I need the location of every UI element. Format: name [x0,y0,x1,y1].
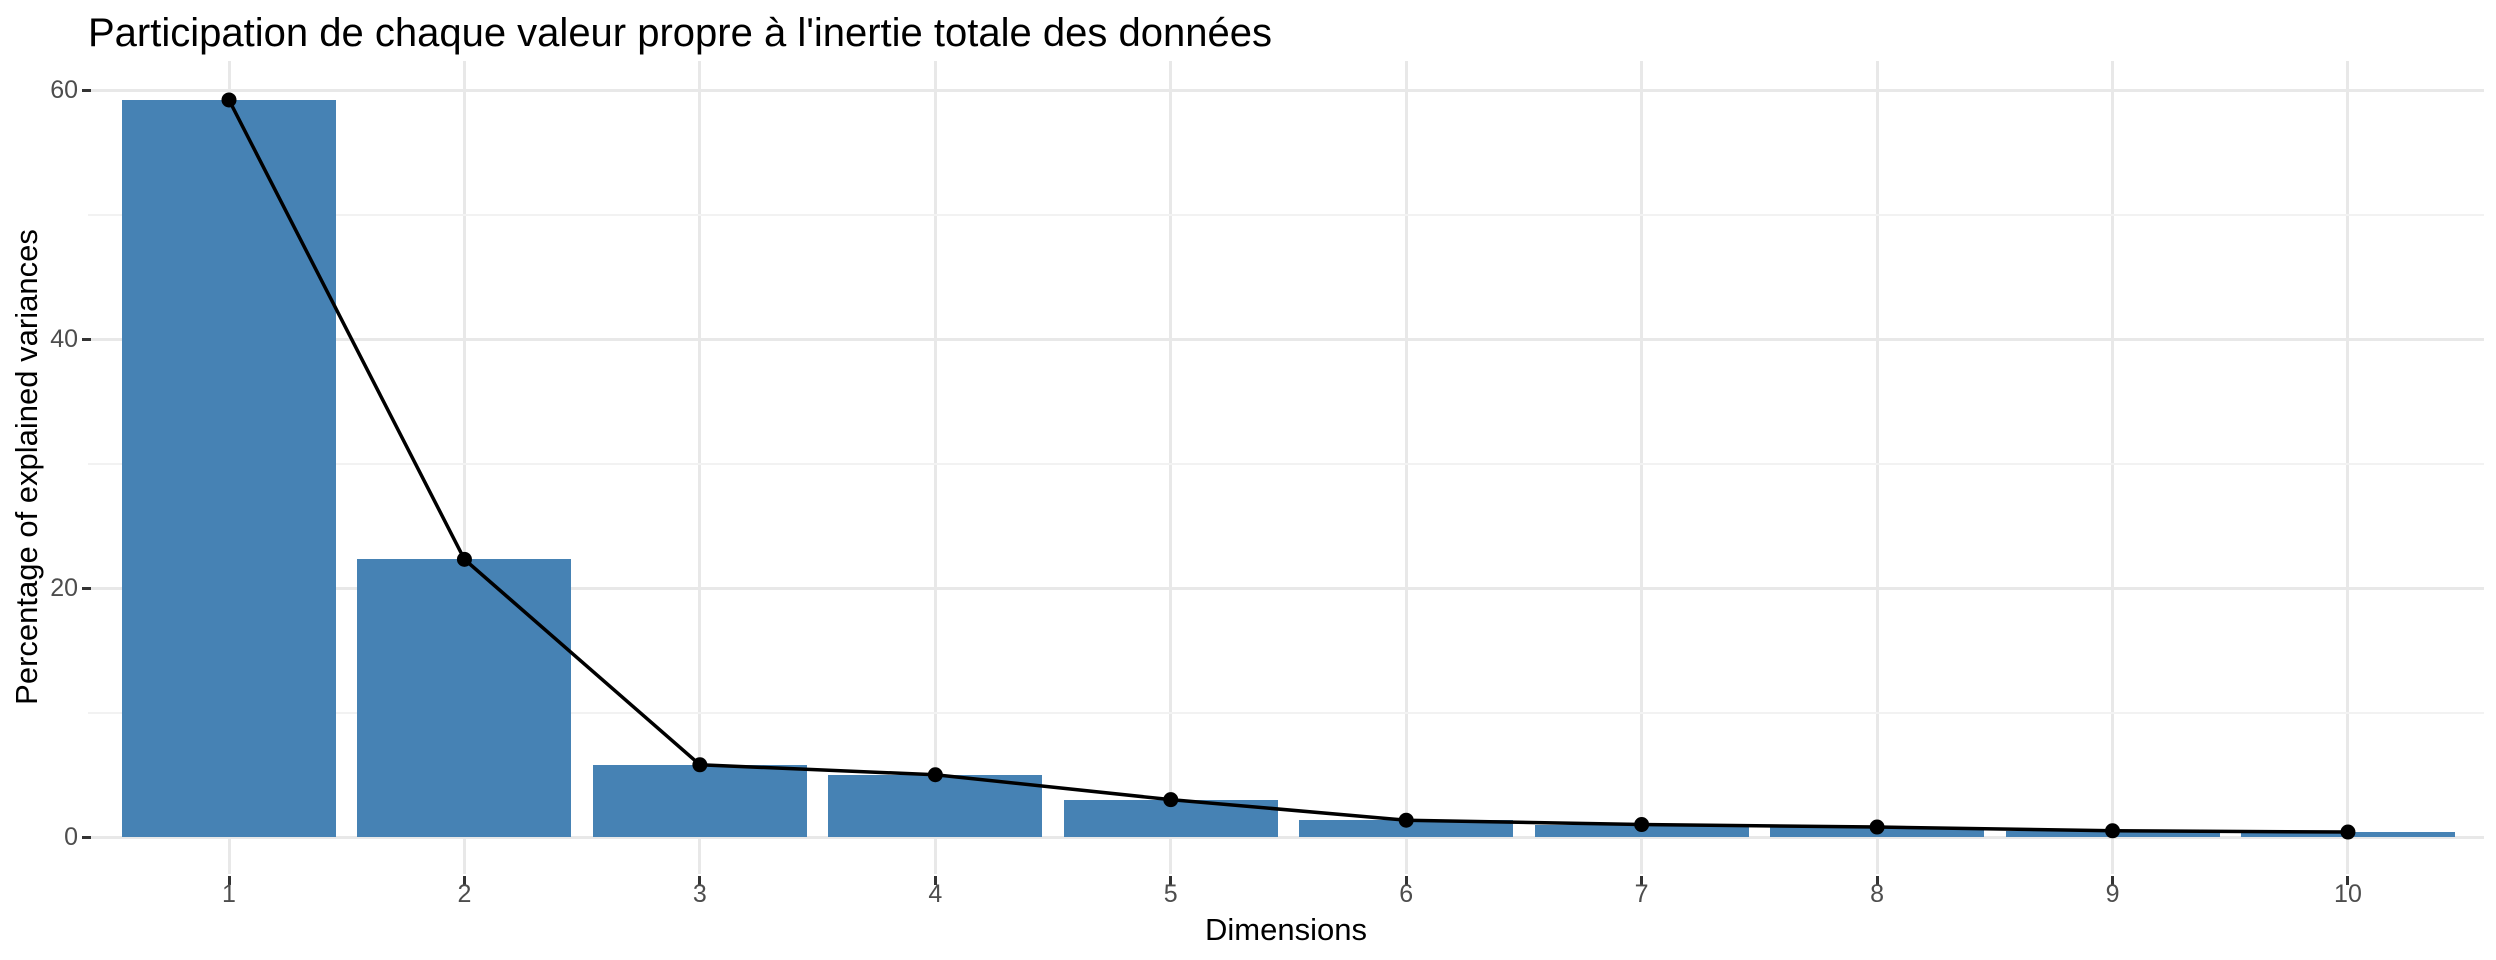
gridline-x-10 [2346,61,2350,874]
y-tick-label-20: 20 [50,574,78,602]
gridline-x-3 [698,61,702,874]
gridline-y-minor-50 [88,213,2484,216]
chart-title: Participation de chaque valeur propre à … [88,11,1272,55]
x-tick-mark-9 [2111,876,2115,885]
point-dim-4 [927,767,943,783]
gridline-x-7 [1640,61,1644,874]
gridline-x-8 [1875,61,1879,874]
variance-line [227,99,2348,834]
x-tick-label-2: 2 [457,880,472,908]
point-dim-8 [1869,819,1885,835]
x-tick-mark-5 [1169,876,1173,885]
plot-panel [88,61,2484,874]
x-tick-label-6: 6 [1399,880,1414,908]
x-tick-mark-1 [227,876,231,885]
x-tick-mark-4 [933,876,937,885]
gridline-x-9 [2111,61,2115,874]
x-tick-label-1: 1 [222,880,236,908]
x-tick-mark-3 [698,876,702,885]
bar-dim-1 [122,99,336,837]
gridline-y-40 [88,337,2484,341]
line-layer [221,92,2356,840]
gridline-x-6 [1404,61,1408,874]
x-tick-label-5: 5 [1163,880,1178,908]
gridline-x-2 [462,61,466,874]
point-dim-1 [221,92,237,108]
x-axis-title: Dimensions [1205,912,1367,947]
y-tick-label-40: 40 [50,325,78,353]
point-dim-6 [1398,812,1414,828]
x-tick-label-9: 9 [2105,880,2120,908]
x-tick-mark-8 [1875,876,1879,885]
x-tick-label-8: 8 [1870,880,1885,908]
x-tick-mark-2 [462,876,466,885]
x-tick-label-3: 3 [692,880,707,908]
gridline-y-minor-30 [88,462,2484,465]
gridline-x-4 [933,61,937,874]
x-tick-mark-10 [2346,876,2350,885]
y-axis-title: Percentage of explained variances [9,229,44,705]
point-dim-2 [456,551,472,567]
gridline-y-60 [88,88,2484,92]
y-tick-label-0: 0 [64,823,78,851]
point-dim-9 [2105,823,2121,839]
gridline-y-minor-10 [88,711,2484,714]
x-tick-mark-6 [1404,876,1408,885]
point-dim-5 [1163,792,1179,808]
x-tick-label-10: 10 [2334,880,2362,908]
y-tick-mark-20 [82,586,91,590]
gridline-x-5 [1169,61,1173,874]
point-dim-10 [2340,824,2356,840]
gridline-y-0 [88,835,2484,839]
bar-dim-6 [1299,820,1514,837]
bar-dim-2 [357,559,572,837]
gridline-y-20 [88,586,2484,590]
x-tick-label-7: 7 [1634,880,1649,908]
bar-dim-3 [592,764,807,837]
y-tick-label-60: 60 [50,76,78,104]
y-tick-mark-60 [82,88,91,92]
bar-dim-4 [828,774,1043,837]
y-tick-mark-40 [82,337,91,341]
point-dim-7 [1634,817,1650,833]
x-tick-label-4: 4 [928,880,943,908]
x-tick-mark-7 [1640,876,1644,885]
y-tick-mark-0 [82,835,91,839]
point-dim-3 [692,757,708,773]
